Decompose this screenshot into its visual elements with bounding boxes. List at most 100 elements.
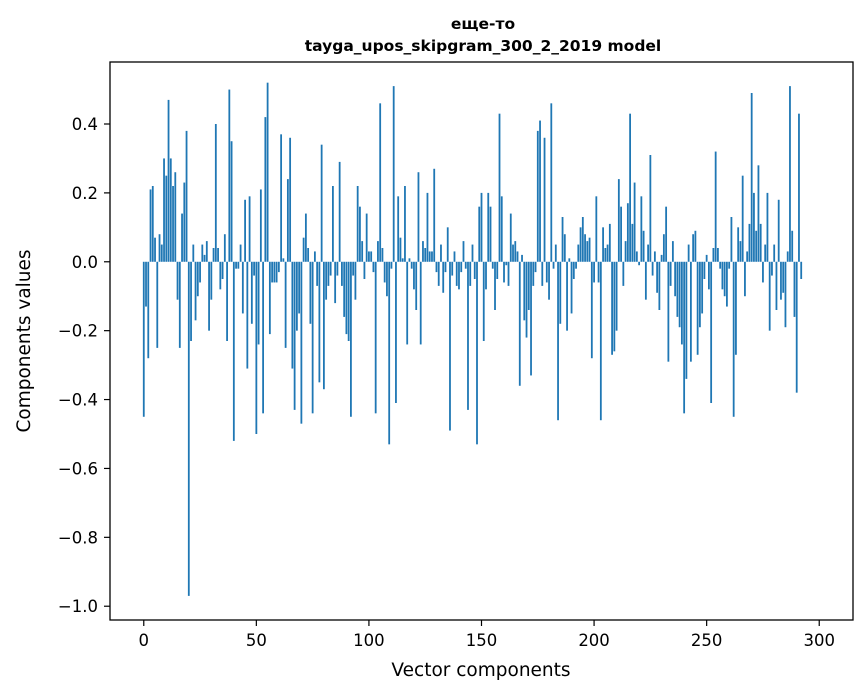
bar <box>446 227 449 262</box>
bar <box>539 120 541 262</box>
bar <box>559 261 562 324</box>
bar <box>744 261 746 297</box>
bar <box>286 179 289 262</box>
bar <box>678 261 681 328</box>
bar <box>262 261 264 414</box>
bar <box>777 199 780 262</box>
bar <box>320 144 323 262</box>
bar <box>699 261 701 328</box>
bar <box>223 234 226 262</box>
bar <box>395 261 397 403</box>
bar <box>748 223 751 262</box>
bar <box>629 113 631 262</box>
bar <box>487 192 490 262</box>
bar <box>759 223 762 262</box>
plot-frame <box>109 61 854 621</box>
bar <box>753 192 755 262</box>
bar <box>730 217 733 262</box>
bar <box>613 261 616 352</box>
bar <box>205 241 208 262</box>
bar <box>485 261 487 290</box>
bar <box>527 261 530 310</box>
bar <box>417 172 420 262</box>
bar <box>469 261 472 286</box>
chart-title-line-1: еще-то <box>451 15 515 33</box>
bar <box>496 261 499 279</box>
bar <box>268 261 271 335</box>
chart-title-line-2: tayga_upos_skipgram_300_2_2019 model <box>305 37 662 55</box>
bar <box>212 248 215 262</box>
bar <box>228 89 231 262</box>
bar <box>750 93 753 262</box>
bar <box>541 261 544 286</box>
bar <box>163 158 165 262</box>
bar <box>334 261 337 304</box>
bar <box>482 261 485 341</box>
bar <box>266 82 269 262</box>
bar <box>174 172 177 262</box>
bar <box>451 261 454 276</box>
bar <box>232 261 235 441</box>
bar <box>561 217 564 262</box>
bar <box>259 189 262 262</box>
bar <box>577 244 580 262</box>
bar <box>404 186 406 262</box>
bar <box>410 261 413 269</box>
bar <box>377 241 379 262</box>
bar <box>476 261 478 445</box>
bar <box>304 213 307 262</box>
bar <box>354 261 357 300</box>
bar <box>651 261 654 276</box>
bar <box>352 261 355 276</box>
y-tick-label: 0.0 <box>72 253 98 272</box>
bar <box>329 261 332 276</box>
bar <box>626 203 629 262</box>
bar <box>701 261 704 314</box>
bar <box>532 261 535 286</box>
bar <box>332 186 334 262</box>
bar <box>586 241 589 262</box>
bar <box>181 213 183 262</box>
bar <box>302 237 305 262</box>
bar <box>795 261 798 393</box>
y-tick-label: −0.2 <box>58 322 98 341</box>
bar <box>309 261 312 324</box>
bar <box>719 261 722 269</box>
bar <box>512 244 514 262</box>
bar <box>248 196 251 262</box>
bar <box>313 251 316 262</box>
bar <box>183 182 186 262</box>
bar <box>221 261 224 279</box>
bar <box>737 227 740 262</box>
bar <box>196 261 199 297</box>
bar <box>201 244 204 262</box>
bar <box>680 261 683 345</box>
bar <box>599 261 602 421</box>
bar <box>676 261 679 317</box>
bar <box>462 241 465 262</box>
bar <box>293 261 296 410</box>
bar <box>368 251 370 262</box>
x-tick-label: 250 <box>691 631 723 650</box>
bar <box>633 182 636 262</box>
bar <box>415 261 418 310</box>
bar <box>399 237 402 262</box>
bar <box>505 261 508 266</box>
bar <box>424 248 427 262</box>
bar <box>154 237 156 262</box>
bar <box>431 251 433 262</box>
bar <box>498 113 501 262</box>
bar <box>575 261 577 269</box>
bar <box>478 206 481 262</box>
bar <box>338 161 341 262</box>
y-tick-label: −0.8 <box>58 528 98 547</box>
bar <box>192 244 195 262</box>
bar <box>798 113 800 262</box>
bar <box>557 261 559 421</box>
bar <box>696 261 699 355</box>
bar <box>786 251 789 262</box>
bar <box>665 206 668 262</box>
bar <box>635 251 638 262</box>
bar <box>172 186 174 262</box>
bar <box>190 261 192 341</box>
